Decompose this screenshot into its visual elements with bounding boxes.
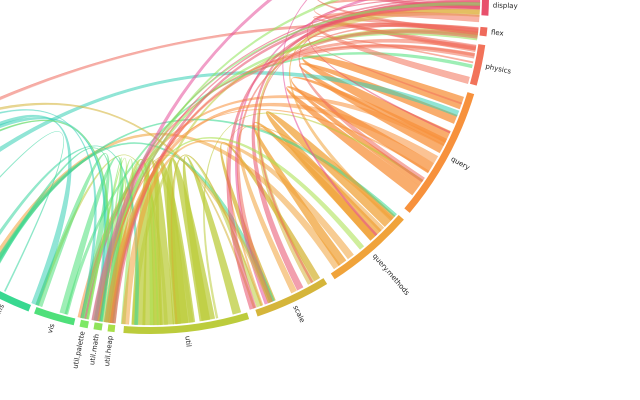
ribbon [286,86,435,196]
ribbon [80,2,481,319]
ribbon [0,131,65,292]
ribbon [121,139,354,325]
group-label: display [493,1,518,10]
group-label: util [183,336,192,348]
group-label: query.methods [371,252,411,297]
group-label: physics [485,62,513,75]
group-arc [255,278,328,317]
ribbon [0,71,460,153]
group-arc [107,324,116,333]
ribbon [0,132,341,270]
group-arc [34,306,76,326]
group-arc [330,214,404,280]
group-arc [79,319,89,329]
ribbon [282,0,378,237]
group-label: util.math [88,333,101,365]
ribbon [104,102,439,323]
ribbon [238,125,385,294]
group-label: vis [46,322,57,334]
ribbon [64,52,473,315]
group-label: scale [291,304,306,324]
ribbon [91,0,273,321]
group-label: flex [491,28,505,37]
group-label: util.heap [103,335,115,367]
ribbon [306,0,451,134]
group-arc [469,44,486,86]
ribbon [0,102,273,304]
group-label: util.palette [71,331,86,370]
group-label: query [450,155,472,172]
ribbon [298,22,479,183]
arcs [0,0,489,334]
ribbon [258,24,479,284]
ribbon [226,125,393,306]
group-arc [93,322,103,331]
ribbon [311,11,480,84]
ribbon [97,109,430,322]
ribbon [86,157,122,322]
ribbon [84,0,435,319]
ribbon [0,119,110,322]
ribbon [252,121,378,266]
group-arc [0,291,32,312]
group-arc [404,92,475,213]
group-arc [481,0,489,16]
group-arc [479,26,488,37]
group-arc [123,312,250,334]
ribbons [0,0,481,326]
ribbon [0,147,114,322]
group-label: vis.axis [0,303,6,330]
